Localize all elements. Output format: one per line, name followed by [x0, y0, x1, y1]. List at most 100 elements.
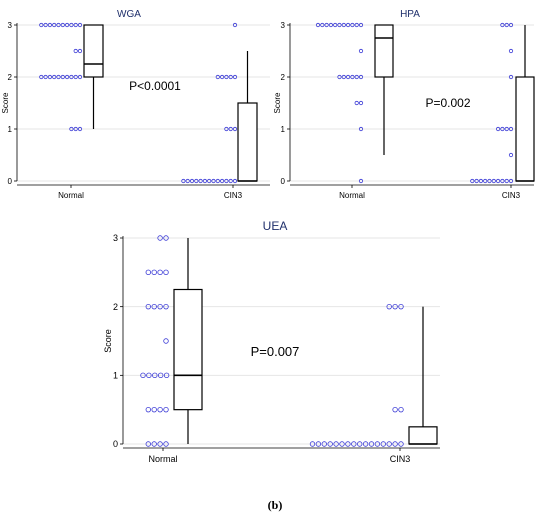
data-point [368, 441, 375, 447]
data-point [386, 441, 392, 447]
box-iqr [173, 288, 203, 411]
data-point [345, 74, 351, 80]
data-point [52, 74, 57, 80]
data-point [73, 126, 78, 132]
data-point [500, 178, 505, 184]
data-point [354, 22, 359, 28]
y-tick-label: 2 [281, 73, 286, 82]
data-point [163, 269, 169, 276]
chart-title: UEA [263, 219, 288, 233]
y-tick-label: 1 [8, 125, 13, 134]
data-point [345, 22, 351, 28]
data-point [163, 303, 169, 310]
y-axis-label: Score [103, 329, 113, 353]
data-point [474, 178, 479, 184]
data-point [215, 178, 220, 184]
data-point [392, 441, 398, 447]
data-point [52, 22, 57, 28]
data-point [151, 406, 157, 413]
data-point [39, 74, 44, 80]
data-point [380, 441, 386, 447]
data-point [508, 48, 514, 54]
data-point [140, 372, 146, 379]
data-point [398, 303, 404, 310]
p-value-annotation: P=0.007 [251, 344, 300, 359]
data-point [163, 406, 169, 413]
data-point [43, 22, 48, 28]
data-point [386, 303, 392, 310]
chart-title: HPA [400, 9, 420, 20]
data-point [337, 74, 342, 80]
y-tick-label: 1 [281, 125, 286, 134]
data-point [228, 74, 233, 80]
data-point [157, 235, 163, 241]
y-tick-label: 1 [113, 370, 118, 380]
data-point [504, 126, 509, 132]
data-point [351, 441, 357, 447]
data-point [508, 74, 514, 80]
data-point [315, 441, 322, 447]
data-point [315, 22, 321, 28]
data-point [508, 152, 514, 158]
data-point [470, 178, 475, 184]
data-point [228, 178, 233, 184]
data-point [47, 22, 53, 28]
data-point [39, 22, 44, 28]
data-point [157, 406, 163, 413]
data-point [354, 74, 359, 80]
data-point [345, 441, 351, 447]
data-point [163, 441, 169, 447]
data-point [358, 178, 364, 184]
box-iqr [408, 426, 438, 445]
data-point [350, 22, 355, 28]
data-point [358, 100, 364, 106]
data-point [328, 22, 333, 28]
data-point [163, 235, 169, 241]
data-point [508, 178, 514, 184]
p-value-annotation: P<0.0001 [129, 79, 181, 93]
data-point [232, 178, 238, 184]
data-point [508, 22, 514, 28]
data-point [77, 126, 83, 132]
data-point [324, 22, 329, 28]
x-tick-label: Normal [58, 191, 84, 200]
data-point [232, 74, 238, 80]
data-point [392, 406, 398, 413]
data-point [321, 441, 327, 447]
data-point [157, 372, 164, 379]
x-tick-label: CIN3 [390, 454, 411, 464]
data-point [77, 48, 83, 54]
data-point [207, 178, 212, 184]
p-value-annotation: P=0.002 [425, 96, 470, 110]
data-point [354, 100, 359, 106]
data-point [362, 441, 369, 447]
data-point [333, 441, 339, 447]
data-point [224, 126, 229, 132]
data-point [374, 441, 381, 447]
data-point [157, 441, 163, 447]
data-point [357, 441, 363, 447]
data-point [309, 441, 316, 447]
data-point [483, 178, 488, 184]
data-point [157, 303, 163, 310]
data-point [504, 22, 509, 28]
y-tick-label: 2 [8, 73, 13, 82]
data-point [358, 126, 364, 132]
data-point [398, 406, 404, 413]
data-point [500, 22, 505, 28]
data-point [202, 178, 207, 184]
y-tick-label: 0 [281, 177, 286, 186]
data-point [215, 74, 220, 80]
y-tick-label: 0 [113, 439, 118, 449]
data-point [163, 338, 169, 344]
data-point [339, 441, 345, 447]
data-point [185, 178, 190, 184]
data-point [60, 74, 65, 80]
data-point [211, 178, 216, 184]
data-point [224, 74, 229, 80]
data-point [194, 178, 199, 184]
data-point [145, 441, 151, 447]
data-point [77, 74, 83, 80]
data-point [500, 126, 505, 132]
data-point [69, 126, 74, 132]
